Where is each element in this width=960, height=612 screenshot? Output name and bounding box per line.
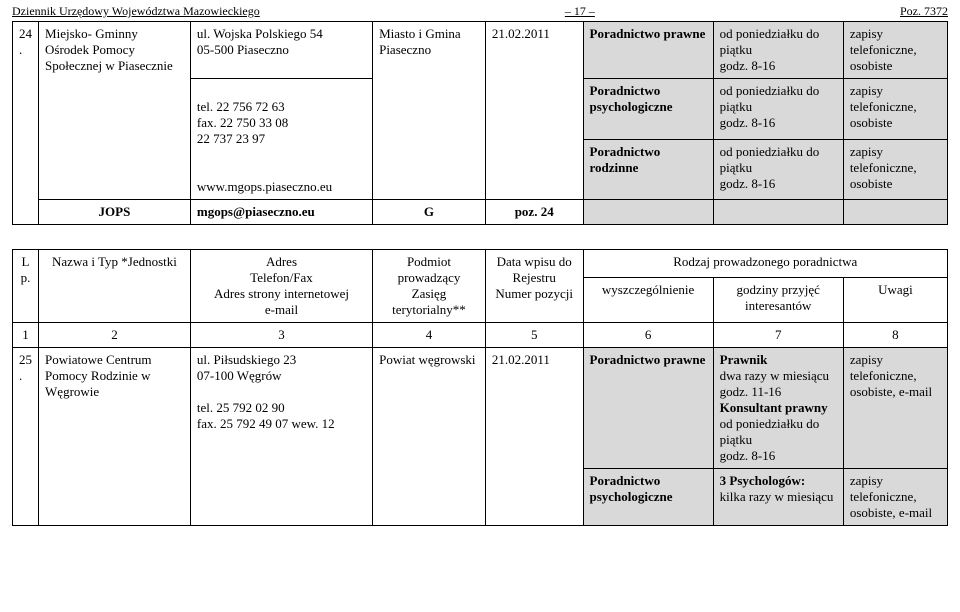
- cell-godz: 3 Psychologów:kilka razy w miesiącu: [713, 469, 843, 526]
- cell-podm: Powiat węgrowski: [373, 348, 486, 526]
- cell-data: 21.02.2011: [485, 22, 583, 200]
- cell-empty: [583, 200, 713, 225]
- th-wysz: wyszczególnienie: [583, 277, 713, 322]
- header-poz: Poz. 7372: [900, 4, 948, 19]
- cell-uwagi: zapisy telefoniczne, osobiste, e-mail: [843, 469, 947, 526]
- table-row: JOPS mgops@piaseczno.eu G poz. 24: [13, 200, 948, 225]
- cell-email: mgops@piaseczno.eu: [190, 200, 372, 225]
- cell-g: G: [373, 200, 486, 225]
- cell-godz: Prawnikdwa razy w miesiącugodz. 11-16Kon…: [713, 348, 843, 469]
- cell-jops: JOPS: [39, 200, 191, 225]
- cell-godz: od poniedziałku do piątku godz. 8-16: [713, 79, 843, 140]
- th-uwagi: Uwagi: [843, 277, 947, 322]
- num-cell: 2: [39, 323, 191, 348]
- num-cell: 1: [13, 323, 39, 348]
- page-header: Dziennik Urzędowy Województwa Mazowiecki…: [0, 0, 960, 21]
- th-data: Data wpisu do Rejestru Numer pozycji: [485, 250, 583, 323]
- th-lp: Lp.: [13, 250, 39, 323]
- cell-addr: ul. Wojska Polskiego 54 05-500 Piaseczno: [190, 22, 372, 79]
- table-head-row: Lp. Nazwa i Typ *Jednostki Adres Telefon…: [13, 250, 948, 278]
- table-row: 24. Miejsko- Gminny Ośrodek Pomocy Społe…: [13, 22, 948, 79]
- cell-addr: ul. Piłsudskiego 23 07-100 Węgrów tel. 2…: [190, 348, 372, 526]
- table-row: 25. Powiatowe Centrum Pomocy Rodzinie w …: [13, 348, 948, 469]
- cell-wysz: Poradnictwo psychologiczne: [583, 469, 713, 526]
- cell-addr: tel. 22 756 72 63 fax. 22 750 33 08 22 7…: [190, 79, 372, 200]
- th-name: Nazwa i Typ *Jednostki: [39, 250, 191, 323]
- num-cell: 6: [583, 323, 713, 348]
- cell-poz: poz. 24: [485, 200, 583, 225]
- cell-wysz: Poradnictwo rodzinne: [583, 139, 713, 200]
- cell-lp: 25.: [13, 348, 39, 526]
- cell-uwagi: zapisy telefoniczne, osobiste: [843, 139, 947, 200]
- cell-wysz: Poradnictwo psychologiczne: [583, 79, 713, 140]
- table-piaseczno: 24. Miejsko- Gminny Ośrodek Pomocy Społe…: [12, 21, 948, 225]
- addr-www: www.mgops.piaseczno.eu: [197, 179, 332, 194]
- cell-lp: 24.: [13, 22, 39, 225]
- table-num-row: 1 2 3 4 5 6 7 8: [13, 323, 948, 348]
- cell-data: 21.02.2011: [485, 348, 583, 526]
- addr-tel: tel. 22 756 72 63 fax. 22 750 33 08 22 7…: [197, 99, 288, 146]
- th-podm: Podmiot prowadzący Zasięg terytorialny**: [373, 250, 486, 323]
- th-rodzaj: Rodzaj prowadzonego poradnictwa: [583, 250, 948, 278]
- cell-name: Miejsko- Gminny Ośrodek Pomocy Społeczne…: [39, 22, 191, 200]
- num-cell: 7: [713, 323, 843, 348]
- table-wegrow: Lp. Nazwa i Typ *Jednostki Adres Telefon…: [12, 249, 948, 526]
- num-cell: 8: [843, 323, 947, 348]
- th-godz: godziny przyjęć interesantów: [713, 277, 843, 322]
- num-cell: 3: [190, 323, 372, 348]
- cell-wysz: Poradnictwo prawne: [583, 348, 713, 469]
- cell-podm: Miasto i Gmina Piaseczno: [373, 22, 486, 200]
- header-journal: Dziennik Urzędowy Województwa Mazowiecki…: [12, 4, 260, 19]
- cell-godz: od poniedziałku do piątku godz. 8-16: [713, 139, 843, 200]
- num-cell: 4: [373, 323, 486, 348]
- cell-name: Powiatowe Centrum Pomocy Rodzinie w Węgr…: [39, 348, 191, 526]
- cell-uwagi: zapisy telefoniczne, osobiste, e-mail: [843, 348, 947, 469]
- cell-wysz: Poradnictwo prawne: [583, 22, 713, 79]
- cell-empty: [843, 200, 947, 225]
- cell-uwagi: zapisy telefoniczne, osobiste: [843, 79, 947, 140]
- num-cell: 5: [485, 323, 583, 348]
- header-page: – 17 –: [260, 4, 900, 19]
- cell-uwagi: zapisy telefoniczne, osobiste: [843, 22, 947, 79]
- th-addr: Adres Telefon/Fax Adres strony interneto…: [190, 250, 372, 323]
- cell-godz: od poniedziałku do piątku godz. 8-16: [713, 22, 843, 79]
- cell-empty: [713, 200, 843, 225]
